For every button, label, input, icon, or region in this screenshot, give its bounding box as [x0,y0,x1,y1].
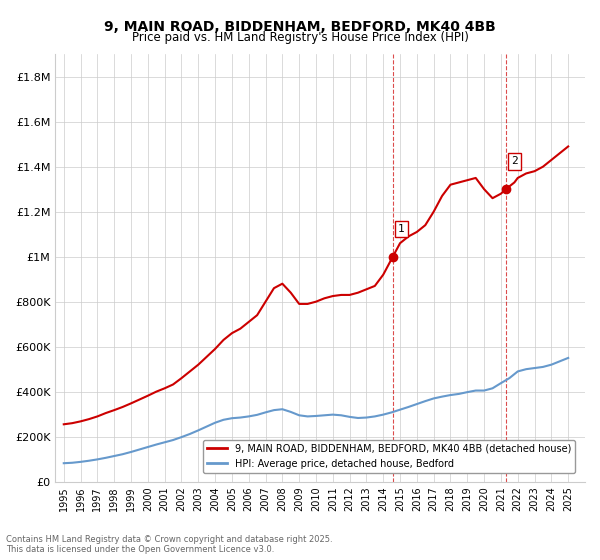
Text: 2: 2 [511,156,518,166]
Text: 1: 1 [398,224,404,234]
Text: 9, MAIN ROAD, BIDDENHAM, BEDFORD, MK40 4BB: 9, MAIN ROAD, BIDDENHAM, BEDFORD, MK40 4… [104,20,496,34]
Text: Contains HM Land Registry data © Crown copyright and database right 2025.
This d: Contains HM Land Registry data © Crown c… [6,535,332,554]
Text: Price paid vs. HM Land Registry's House Price Index (HPI): Price paid vs. HM Land Registry's House … [131,31,469,44]
Legend: 9, MAIN ROAD, BIDDENHAM, BEDFORD, MK40 4BB (detached house), HPI: Average price,: 9, MAIN ROAD, BIDDENHAM, BEDFORD, MK40 4… [203,440,575,473]
